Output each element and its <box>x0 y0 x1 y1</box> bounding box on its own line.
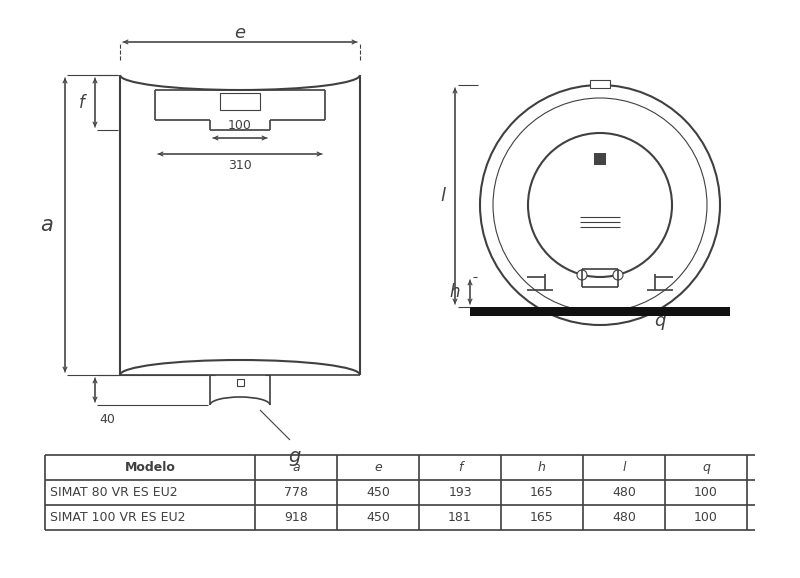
Text: e: e <box>374 461 382 474</box>
Text: 450: 450 <box>366 486 390 499</box>
Text: 450: 450 <box>366 511 390 524</box>
Text: Modelo: Modelo <box>125 461 175 474</box>
Text: SIMAT 80 VR ES EU2: SIMAT 80 VR ES EU2 <box>50 486 178 499</box>
Text: a: a <box>40 215 53 235</box>
Text: l: l <box>440 187 445 205</box>
Text: 100: 100 <box>694 486 718 499</box>
Text: q: q <box>702 461 710 474</box>
Text: f: f <box>79 94 85 112</box>
Bar <box>220 93 260 110</box>
Bar <box>594 153 606 165</box>
Text: q: q <box>654 312 666 330</box>
Text: 193: 193 <box>448 486 472 499</box>
Text: 181: 181 <box>448 511 472 524</box>
Text: 778: 778 <box>284 486 308 499</box>
Bar <box>237 379 243 386</box>
Circle shape <box>577 270 587 280</box>
Text: g: g <box>289 447 301 466</box>
Text: 100: 100 <box>694 511 718 524</box>
Text: h: h <box>538 461 546 474</box>
Bar <box>590 80 610 88</box>
Text: f: f <box>458 461 462 474</box>
Text: 40: 40 <box>99 413 115 426</box>
Circle shape <box>613 270 623 280</box>
Text: 480: 480 <box>612 511 636 524</box>
Text: 918: 918 <box>284 511 308 524</box>
Text: SIMAT 100 VR ES EU2: SIMAT 100 VR ES EU2 <box>50 511 186 524</box>
Text: e: e <box>234 24 246 42</box>
Text: a: a <box>292 461 300 474</box>
Text: 310: 310 <box>228 159 252 172</box>
Text: 165: 165 <box>530 486 554 499</box>
Text: 480: 480 <box>612 486 636 499</box>
Bar <box>470 307 730 316</box>
Text: 100: 100 <box>228 119 252 132</box>
Text: 165: 165 <box>530 511 554 524</box>
Text: h: h <box>450 283 460 301</box>
Text: l: l <box>622 461 626 474</box>
